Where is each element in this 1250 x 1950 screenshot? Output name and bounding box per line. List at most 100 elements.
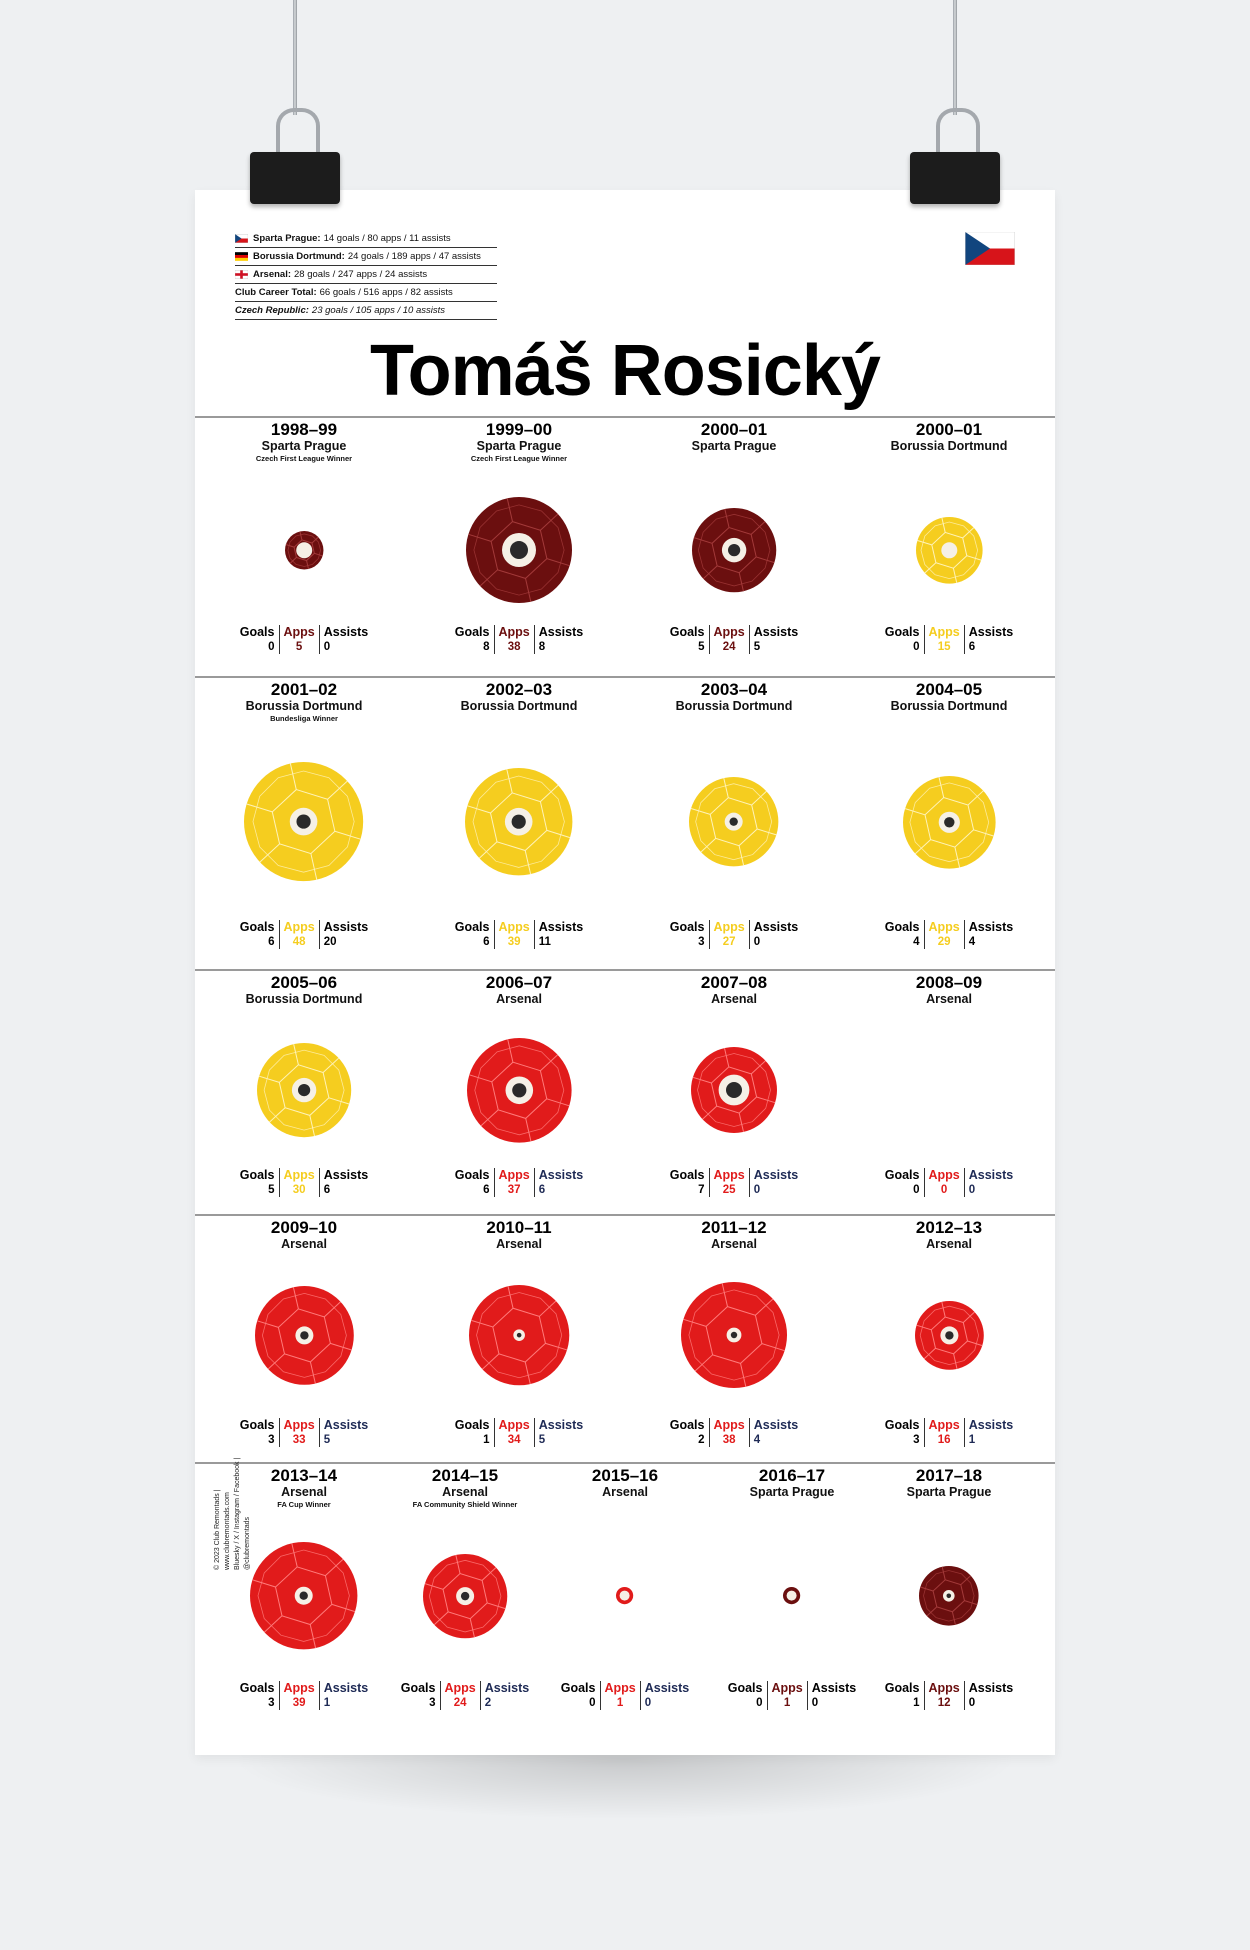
apps-value: 30 <box>292 1184 306 1196</box>
apps-stat: Apps 29 <box>923 920 965 949</box>
apps-stat: Apps 12 <box>923 1681 965 1710</box>
season-year: 2017–18 <box>915 1466 983 1485</box>
assists-value: 4 <box>753 1434 761 1446</box>
goals-stat: Goals 2 <box>666 1418 709 1447</box>
season-card: 2016–17 Sparta Prague Goals 0 Apps 1 Assists 0 <box>692 1466 892 1755</box>
assists-label: Assists <box>968 1418 1014 1432</box>
apps-stat: Apps 39 <box>278 1681 320 1710</box>
copyright-credit: © 2023 Club Remontads | www.clubremontad… <box>213 1410 253 1570</box>
row-divider <box>195 676 1055 678</box>
stats-block: Goals 5 Apps 30 Assists 6 <box>204 1168 404 1197</box>
apps-label: Apps <box>498 625 530 639</box>
club-name: Borussia Dortmund <box>245 992 363 1006</box>
appearance-ball-icon <box>915 516 983 584</box>
goals-dot <box>730 1331 738 1339</box>
assists-stat: Assists 0 <box>965 1681 1017 1710</box>
apps-label: Apps <box>283 920 315 934</box>
season-year: 2004–05 <box>915 680 983 699</box>
season-card: 2011–12 Arsenal Goals 2 Apps 38 Assists 4 <box>634 1218 834 1466</box>
apps-label: Apps <box>498 1168 530 1182</box>
goals-dot <box>511 814 527 830</box>
stats-block: Goals 6 Apps 48 Assists 20 <box>204 920 404 949</box>
goals-value: 7 <box>698 1184 705 1196</box>
apps-value: 38 <box>507 641 521 653</box>
goals-label: Goals <box>239 625 275 639</box>
summary-label: Borussia Dortmund: <box>253 251 345 262</box>
assists-label: Assists <box>484 1681 530 1695</box>
assists-label: Assists <box>753 920 799 934</box>
club-name: Arsenal <box>281 1237 327 1251</box>
apps-value: 29 <box>937 936 951 948</box>
assists-label: Assists <box>811 1681 857 1695</box>
apps-stat: Apps 24 <box>708 625 750 654</box>
apps-stat: Apps 30 <box>278 1168 320 1197</box>
assists-value: 11 <box>538 936 551 948</box>
season-card: 2006–07 Arsenal Goals 6 Apps 37 Assists 6 <box>419 973 619 1218</box>
goals-label: Goals <box>560 1681 596 1695</box>
stats-block: Goals 8 Apps 38 Assists 8 <box>419 625 619 654</box>
stats-block: Goals 0 Apps 1 Assists 0 <box>692 1681 892 1710</box>
apps-stat: Apps 37 <box>493 1168 535 1197</box>
assists-value: 0 <box>968 1184 976 1196</box>
stats-block: Goals 1 Apps 12 Assists 0 <box>849 1681 1049 1710</box>
season-year: 2016–17 <box>758 1466 826 1485</box>
ball-container <box>525 1585 725 1606</box>
club-name: Sparta Prague <box>261 439 347 453</box>
goals-dot <box>943 816 955 828</box>
assists-label: Assists <box>323 920 369 934</box>
club-name: Sparta Prague <box>749 1485 835 1499</box>
season-year: 2014–15 <box>431 1466 499 1485</box>
club-name: Arsenal <box>711 992 757 1006</box>
assists-value: 0 <box>811 1697 819 1709</box>
en-mini-flag-icon <box>235 270 248 279</box>
de-mini-flag-icon <box>235 252 248 261</box>
season-year: 2000–01 <box>915 420 983 439</box>
stats-block: Goals 2 Apps 38 Assists 4 <box>634 1418 834 1447</box>
goals-label: Goals <box>884 625 920 639</box>
ball-container <box>204 1284 404 1387</box>
assists-label: Assists <box>644 1681 690 1695</box>
stats-block: Goals 3 Apps 27 Assists 0 <box>634 920 834 949</box>
ball-container <box>204 1041 404 1139</box>
goals-dot <box>516 1332 522 1338</box>
season-year: 2009–10 <box>270 1218 338 1237</box>
goals-value: 3 <box>913 1434 920 1446</box>
goals-value: 6 <box>268 936 275 948</box>
apps-label: Apps <box>928 1681 960 1695</box>
assists-stat: Assists 6 <box>320 1168 372 1197</box>
goals-value: 3 <box>698 936 705 948</box>
season-card: 2009–10 Arsenal Goals 3 Apps 33 Assists 5 <box>204 1218 404 1466</box>
ball-container <box>634 506 834 594</box>
apps-value: 24 <box>453 1697 467 1709</box>
goals-stat: Goals 0 <box>881 625 924 654</box>
appearance-ball-icon <box>468 1284 570 1386</box>
season-card: 1999–00 Sparta Prague Czech First League W… <box>419 420 619 680</box>
goals-stat: Goals 8 <box>451 625 494 654</box>
apps-label: Apps <box>771 1681 803 1695</box>
season-card: 2002–03 Borussia Dortmund Goals 6 Apps 39 Assi… <box>419 680 619 973</box>
apps-label: Apps <box>283 1681 315 1695</box>
goals-label: Goals <box>239 920 275 934</box>
goals-stat: Goals 3 <box>236 1418 279 1447</box>
stats-block: Goals 6 Apps 39 Assists 11 <box>419 920 619 949</box>
assists-label: Assists <box>323 1418 369 1432</box>
apps-value: 1 <box>783 1697 791 1709</box>
ball-container <box>849 515 1049 586</box>
hanging-wire-right <box>953 0 957 115</box>
apps-value: 39 <box>507 936 521 948</box>
summary-text: 24 goals / 189 apps / 47 assists <box>347 251 481 262</box>
apps-stat: Apps 27 <box>708 920 750 949</box>
season-card: 2004–05 Borussia Dortmund Goals 4 Apps 29 Assi… <box>849 680 1049 973</box>
season-year: 1999–00 <box>485 420 553 439</box>
goals-label: Goals <box>239 1681 275 1695</box>
hanging-wire-left <box>293 0 297 115</box>
assists-value: 1 <box>323 1697 331 1709</box>
appearance-ball-icon <box>284 530 324 570</box>
club-name: Arsenal <box>442 1485 488 1499</box>
club-name: Sparta Prague <box>906 1485 992 1499</box>
apps-stat: Apps 34 <box>493 1418 535 1447</box>
appearance-ball-icon <box>465 496 573 604</box>
appearance-ball-icon <box>256 1042 352 1138</box>
ball-container <box>204 760 404 883</box>
season-card: 2005–06 Borussia Dortmund Goals 5 Apps 30 Assi… <box>204 973 404 1218</box>
